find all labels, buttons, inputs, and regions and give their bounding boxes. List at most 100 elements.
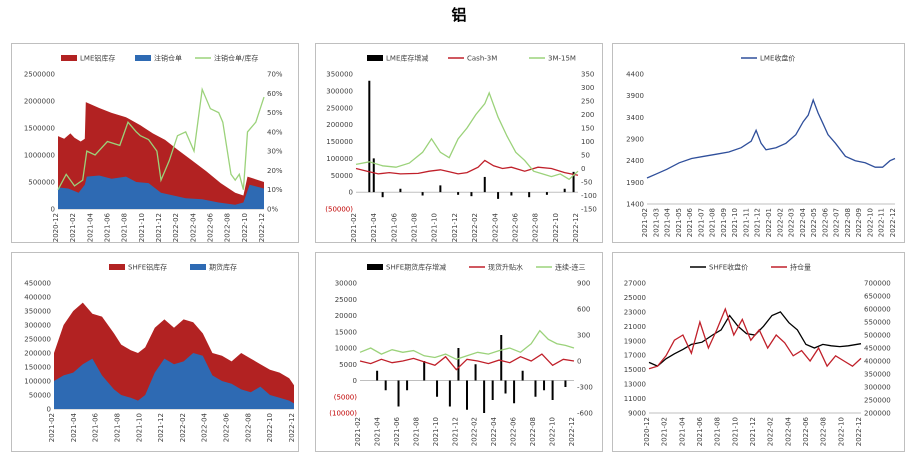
chart-shfe-stock: SHFE铝库存 期货库存 0 50000 100000 150000 200000 25000… (24, 263, 296, 443)
series-line (648, 307, 862, 370)
x-tick-label: 2021-07 (697, 208, 705, 237)
x-tick-label: 2021-06 (696, 416, 704, 446)
chart-panel-shfe-spread: SHFE期货库存增减 现货升贴水 连续-连三 (10000) (5000) 0 5000 10… (315, 252, 603, 452)
series-bar (572, 171, 575, 193)
x-tick-label: 2022-12 (258, 213, 266, 242)
y2-tick-label: 300000 (864, 384, 891, 392)
legend-label: LME库存增减 (386, 54, 428, 63)
x-tick-label: 2021-12 (155, 213, 163, 242)
series-bar (423, 361, 426, 381)
series-area (54, 353, 294, 409)
y-tick-label: 23000 (624, 308, 646, 316)
y-tick-label: 15000 (335, 328, 357, 336)
y2-tick-label: 30% (267, 148, 283, 156)
series-bar (448, 380, 451, 407)
series-bar (376, 370, 379, 381)
x-tick-label: 2021-11 (742, 208, 750, 237)
y-tick-label: 200000 (326, 121, 353, 129)
x-tick-label: 2022-08 (529, 417, 537, 446)
series-bar (513, 380, 516, 404)
y-tick-label: 20000 (335, 312, 357, 320)
y2-tick-label: 20% (267, 167, 283, 175)
legend-label: 持仓量 (790, 263, 811, 272)
y-tick-label: 15000 (624, 366, 646, 374)
series-line (359, 329, 575, 360)
x-tick-label: 2021-10 (135, 413, 143, 442)
legend-label: LME收盘价 (760, 54, 795, 63)
y2-tick-label: 0 (577, 358, 581, 366)
x-tick-label: 2022-10 (552, 213, 560, 242)
chart-panel-lme-stock: LME铝库存 注销仓单 注销仓单/库存 0 500000 1000000 1500000 20… (11, 43, 299, 243)
x-tick-label: 2021-02 (661, 417, 669, 446)
y2-tick-label: 60% (267, 90, 283, 98)
y-tick-label: 2500000 (24, 71, 55, 79)
chart-panel-shfe-stock: SHFE铝库存 期货库存 0 50000 100000 150000 200000 25000… (11, 252, 299, 452)
x-tick-label: 2022-04 (189, 212, 197, 242)
y-tick-label: 21000 (624, 323, 646, 331)
x-tick-label: 2021-08 (714, 417, 722, 446)
x-tick-label: 2021-02 (69, 213, 77, 242)
legend-label: 注销仓单/库存 (214, 54, 258, 63)
x-tick-label: 2022-06 (207, 212, 215, 242)
x-tick-label: 2022-11 (878, 208, 886, 237)
legend-label: SHFE收盘价 (709, 263, 748, 272)
y-tick-label: 19000 (624, 337, 646, 345)
x-tick-label: 2022-04 (784, 416, 792, 446)
x-tick-label: 2022-02 (172, 213, 180, 242)
x-tick-label: 2022-04 (490, 416, 498, 446)
series-bar (381, 192, 384, 198)
series-bar (500, 335, 503, 381)
y-tick-label: 10000 (335, 345, 357, 353)
x-tick-label: 2022-05 (810, 208, 818, 237)
y-tick-label: 0 (47, 406, 51, 414)
x-tick-label: 2022-02 (776, 208, 784, 237)
y-tick-label: 150000 (326, 138, 353, 146)
y-tick-label: 9000 (628, 410, 646, 418)
y2-tick-label: 200000 (864, 410, 891, 418)
y-tick-label: 0 (349, 189, 353, 197)
y2-tick-label: 40% (267, 128, 283, 136)
series-bar (534, 380, 537, 397)
series-bar (491, 380, 494, 400)
x-tick-label: 2022-02 (471, 213, 479, 242)
y-tick-label: 1400 (626, 201, 644, 209)
x-tick-label: 2022-10 (866, 208, 874, 237)
series-bar (474, 364, 477, 381)
x-tick-label: 2021-03 (652, 208, 660, 237)
y-tick-label: 25000 (335, 296, 357, 304)
series-bar (483, 380, 486, 413)
x-tick-label: 2022-08 (844, 208, 852, 237)
legend-swatch (190, 264, 206, 270)
series-bar (510, 192, 513, 196)
y-tick-label: 2400 (626, 157, 644, 165)
chart-lme-stock: LME铝库存 注销仓单 注销仓单/库存 0 500000 1000000 1500000 20… (24, 54, 283, 243)
series-bar (384, 380, 387, 391)
y-tick-label: 0 (51, 206, 55, 214)
x-tick-label: 2022-12 (889, 208, 897, 237)
x-tick-label: 2021-04 (86, 212, 94, 242)
y-tick-label: 300000 (24, 322, 51, 330)
series-bar (397, 380, 400, 407)
chart-shfe-spread: SHFE期货库存增减 现货升贴水 连续-连三 (10000) (5000) 0 5000 10… (329, 263, 593, 447)
series-bar (497, 192, 500, 199)
series-bar (466, 380, 468, 410)
series-bar (436, 380, 439, 397)
y-tick-label: 1500000 (24, 125, 55, 133)
x-tick-label: 2022-02 (471, 417, 479, 446)
legend-swatch (367, 55, 383, 61)
x-tick-label: 2021-04 (664, 207, 672, 237)
y-tick-label: 5000 (339, 361, 357, 369)
y2-tick-label: -300 (577, 384, 593, 392)
y-tick-label: 0 (353, 377, 357, 385)
y2-tick-label: 300 (581, 84, 594, 92)
x-tick-label: 2021-10 (432, 417, 440, 446)
y2-tick-label: 0 (581, 165, 585, 173)
legend-swatch (61, 55, 77, 61)
x-tick-label: 2022-04 (799, 207, 807, 237)
x-tick-label: 2020-12 (643, 417, 651, 446)
legend-swatch (109, 264, 125, 270)
y2-tick-label: -600 (577, 410, 593, 418)
x-tick-label: 2021-12 (754, 208, 762, 237)
series-line (355, 159, 579, 176)
x-tick-label: 2021-12 (451, 417, 459, 446)
